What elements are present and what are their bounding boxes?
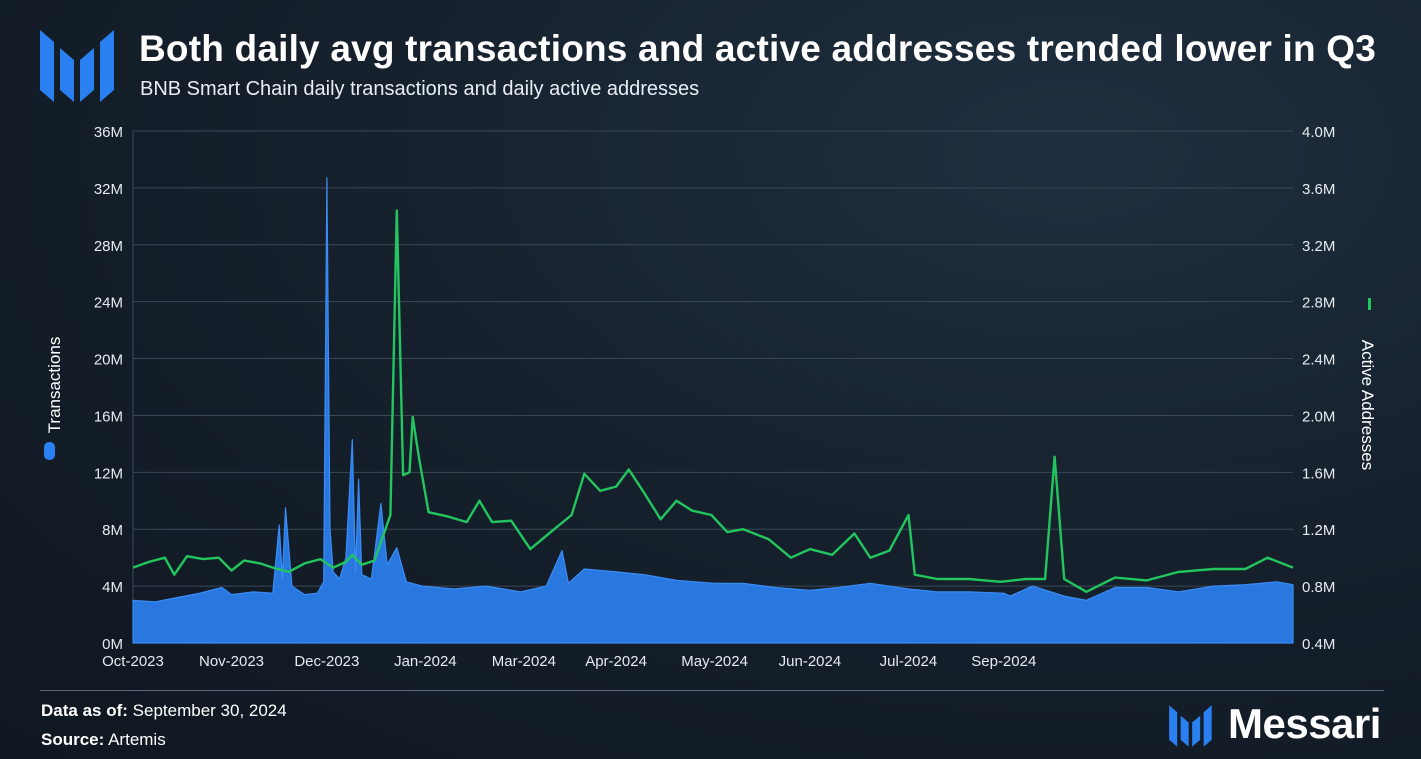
y-left-tick-label: 20M: [94, 352, 123, 369]
y-left-tick-label: 4M: [102, 579, 123, 596]
messari-brand-text: Messari: [1228, 700, 1381, 747]
x-tick-label: Dec-2023: [294, 653, 359, 670]
source-value: Artemis: [108, 730, 166, 749]
x-tick-label: Apr-2024: [585, 653, 647, 670]
transactions-area: [132, 177, 1294, 644]
y-left-axis-title: Transactions: [44, 337, 64, 460]
y-right-tick-label: 2.8M: [1302, 295, 1335, 312]
x-tick-label: Jul-2024: [880, 653, 938, 670]
chart-subtitle: BNB Smart Chain daily transactions and d…: [140, 78, 700, 100]
active-addresses-legend-marker: [1368, 298, 1371, 310]
y-left-axis-label: Transactions: [45, 337, 64, 434]
dual-axis-chart: 0M 0.4M 4M 0.8M 8M 1.2M 12M 1.6M 16M 2.0M 20M 2.4M 2…: [44, 124, 1377, 670]
y-right-tick-label: 4.0M: [1302, 124, 1335, 141]
y-left-tick-label: 0M: [102, 636, 123, 653]
x-tick-label: Nov-2023: [199, 653, 264, 670]
x-tick-label: Jun-2024: [779, 653, 842, 670]
source: Source: Artemis: [41, 730, 166, 750]
messari-logo-icon: [40, 30, 114, 102]
active-addresses-line: [132, 209, 1294, 593]
x-tick-label: Sep-2024: [971, 653, 1036, 670]
x-tick-label: Mar-2024: [492, 653, 556, 670]
y-right-tick-label: 0.8M: [1302, 579, 1335, 596]
y-left-tick-label: 8M: [102, 522, 123, 539]
y-right-tick-label: 1.6M: [1302, 465, 1335, 482]
data-as-of-value: September 30, 2024: [132, 701, 287, 720]
y-left-tick-label: 36M: [94, 124, 123, 141]
y-left-tick-label: 16M: [94, 408, 123, 425]
y-right-axis-title: Active Addresses: [1358, 298, 1377, 470]
chart-title: Both daily avg transactions and active a…: [139, 28, 1377, 69]
y-right-tick-label: 3.2M: [1302, 238, 1335, 255]
x-tick-label: Jan-2024: [394, 653, 457, 670]
y-right-tick-label: 1.2M: [1302, 522, 1335, 539]
y-left-tick-label: 12M: [94, 465, 123, 482]
messari-brand-icon: [1169, 705, 1212, 747]
y-right-tick-label: 3.6M: [1302, 181, 1335, 198]
y-left-tick-label: 28M: [94, 238, 123, 255]
transactions-legend-marker: [44, 442, 55, 460]
footer-divider: [40, 690, 1384, 691]
y-left-tick-label: 32M: [94, 181, 123, 198]
x-tick-label: Oct-2023: [102, 653, 164, 670]
y-right-axis-label: Active Addresses: [1358, 340, 1377, 470]
x-tick-label: May-2024: [681, 653, 748, 670]
source-label: Source:: [41, 730, 105, 749]
y-right-tick-label: 2.0M: [1302, 408, 1335, 425]
y-right-tick-label: 2.4M: [1302, 352, 1335, 369]
y-right-tick-label: 0.4M: [1302, 636, 1335, 653]
data-as-of-label: Data as of:: [41, 701, 128, 720]
y-left-tick-label: 24M: [94, 295, 123, 312]
data-as-of: Data as of: September 30, 2024: [41, 701, 287, 721]
